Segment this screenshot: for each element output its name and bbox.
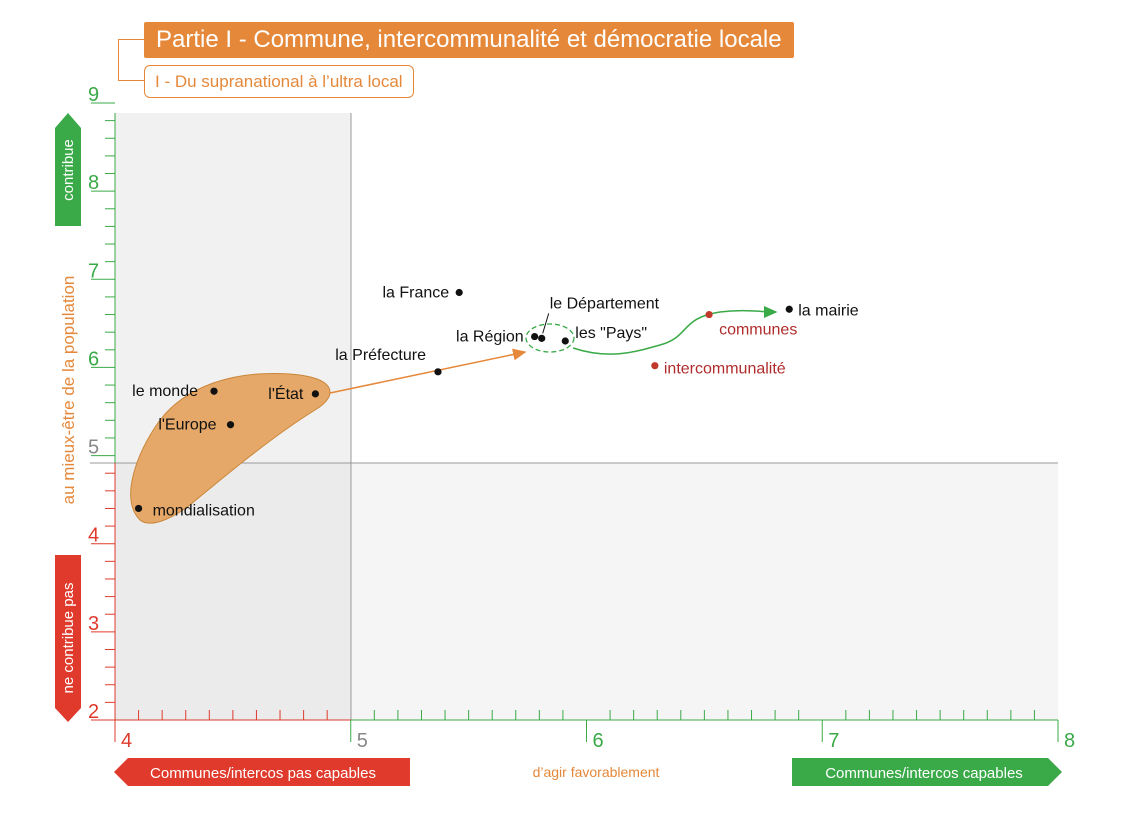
data-point [651, 362, 659, 370]
y-tick-label: 4 [88, 525, 99, 547]
data-point [311, 390, 319, 398]
point-label: mondialisation [153, 502, 255, 519]
green-arrow [572, 305, 778, 355]
dashed-ellipse [525, 323, 575, 353]
point-label: intercommunalité [664, 361, 786, 378]
ne-contribue-pas-badge: ne contribue pas [55, 555, 81, 722]
data-point [561, 337, 569, 345]
data-points: mondialisation le monde l'Europe l'État la P… [132, 285, 859, 520]
data-point [705, 310, 713, 319]
point-label: les "Pays" [575, 325, 647, 342]
point-label: la mairie [798, 302, 859, 319]
page-title: Partie I - Commune, intercommunalité et … [144, 22, 794, 58]
y-axis-title: au mieux-être de la population [59, 276, 78, 505]
orange-arrow [329, 348, 527, 394]
point-label: la France [382, 285, 449, 302]
y-tick-label: 6 [88, 348, 99, 370]
pas-capables-label: Communes/intercos pas capables [150, 765, 376, 782]
quadrant-bottom-right [351, 463, 1058, 720]
point-label: l'Europe [158, 417, 216, 434]
departement-leader [542, 313, 550, 334]
data-point [538, 334, 546, 342]
y-tick-label: 8 [88, 172, 99, 194]
data-point [210, 387, 218, 395]
y-tick-label: 2 [88, 701, 99, 723]
y-tick-label: 3 [88, 613, 99, 635]
x-tick-label: 5 [357, 730, 368, 752]
point-label: la Préfecture [335, 347, 426, 364]
point-label: communes [719, 322, 797, 339]
y-tick-label: 7 [88, 260, 99, 282]
point-label: la Région [456, 329, 524, 346]
x-axis-title: d’agir favorablement [533, 764, 660, 780]
capables-label: Communes/intercos capables [825, 765, 1023, 782]
title-connector [118, 39, 119, 81]
data-point [434, 368, 442, 376]
y-tick-label: 9 [88, 84, 99, 106]
contribue-label: contribue [60, 139, 77, 201]
x-tick-label: 6 [593, 730, 604, 752]
axis-tick-labels: 4 5 6 7 8 2 3 4 5 6 7 8 9 [88, 84, 1075, 752]
axis-ticks [91, 102, 1059, 742]
capables-badge: Communes/intercos capables [792, 758, 1062, 786]
x-tick-label: 7 [828, 730, 839, 752]
point-label: l'État [268, 384, 304, 403]
y-tick-label: 5 [88, 437, 99, 459]
supranational-blob [130, 372, 331, 524]
data-point [455, 288, 463, 297]
x-tick-label: 8 [1064, 730, 1075, 752]
point-label: le Département [550, 295, 660, 312]
data-point [226, 421, 235, 429]
ne-contribue-pas-label: ne contribue pas [60, 583, 77, 694]
x-tick-label: 4 [121, 730, 132, 752]
data-point [531, 332, 539, 341]
title-connector-top [118, 39, 144, 40]
data-point [785, 305, 793, 313]
contribue-badge: contribue [55, 113, 81, 226]
subtitle-connector [118, 80, 144, 81]
pas-capables-badge: Communes/intercos pas capables [114, 758, 410, 786]
page-subtitle: I - Du supranational à l’ultra local [144, 65, 414, 98]
data-point [134, 504, 143, 513]
point-label: le monde [132, 383, 198, 400]
